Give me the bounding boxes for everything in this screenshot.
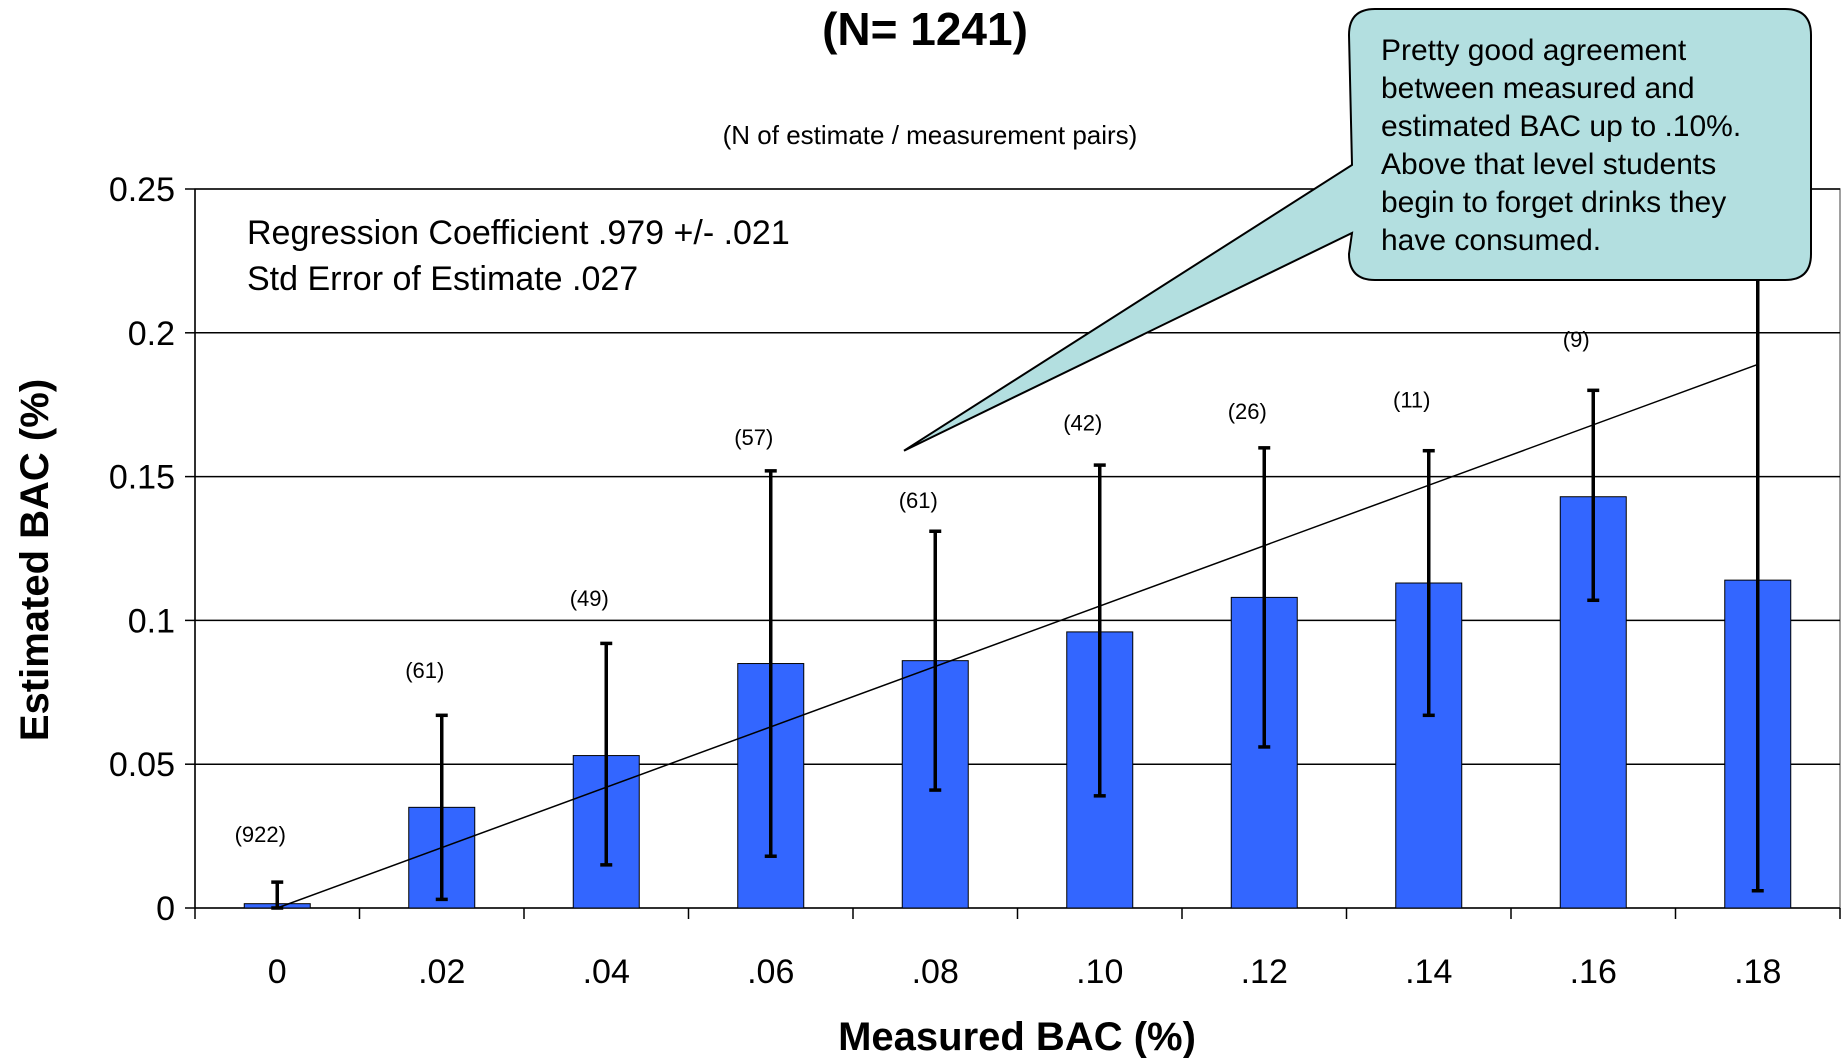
chart-title: (N= 1241) (822, 3, 1028, 55)
y-tick-label: 0 (156, 890, 175, 928)
bar (1559, 496, 1627, 909)
x-tick-label: .06 (747, 953, 794, 991)
callout-text: between measured and (1381, 72, 1695, 105)
callout-bubble (903, 8, 1812, 452)
x-tick-label: .12 (1241, 953, 1288, 991)
x-tick-label: .02 (418, 953, 465, 991)
y-tick-label: 0.25 (109, 171, 175, 209)
regression-line (276, 363, 1759, 909)
x-tick-label: 0 (268, 953, 287, 991)
y-tick-label: 0.05 (109, 746, 175, 784)
x-axis-label: Measured BAC (%) (838, 1015, 1196, 1058)
count-label: (42) (1063, 411, 1102, 436)
chart-subtitle: (N of estimate / measurement pairs) (723, 120, 1138, 150)
count-label: (26) (1228, 399, 1267, 424)
callout-text: Above that level students (1381, 148, 1716, 181)
x-tick-label: .18 (1734, 953, 1781, 991)
count-label: (49) (570, 586, 609, 611)
x-tick-label: .08 (912, 953, 959, 991)
count-label: (9) (1563, 327, 1590, 352)
callout-text: begin to forget drinks they (1381, 186, 1726, 219)
x-tick-label: .10 (1076, 953, 1123, 991)
y-tick-label: 0.1 (128, 602, 175, 640)
count-label: (57) (734, 425, 773, 450)
count-label: (922) (235, 822, 286, 847)
stats-text: Std Error of Estimate .027 (247, 260, 638, 298)
count-label: (61) (405, 658, 444, 683)
y-tick-label: 0.15 (109, 459, 175, 497)
y-axis-label: Estimated BAC (%) (13, 379, 57, 741)
callout-text: estimated BAC up to .10%. (1381, 110, 1741, 143)
count-label: (61) (899, 488, 938, 513)
callout-text: Pretty good agreement (1381, 34, 1687, 67)
y-tick-label: 0.2 (128, 315, 175, 353)
x-tick-label: .14 (1405, 953, 1452, 991)
callout-text: have consumed. (1381, 224, 1601, 257)
count-label: (11) (1393, 388, 1431, 413)
x-tick-label: .16 (1570, 953, 1617, 991)
x-tick-label: .04 (583, 953, 630, 991)
stats-text: Regression Coefficient .979 +/- .021 (247, 214, 790, 252)
